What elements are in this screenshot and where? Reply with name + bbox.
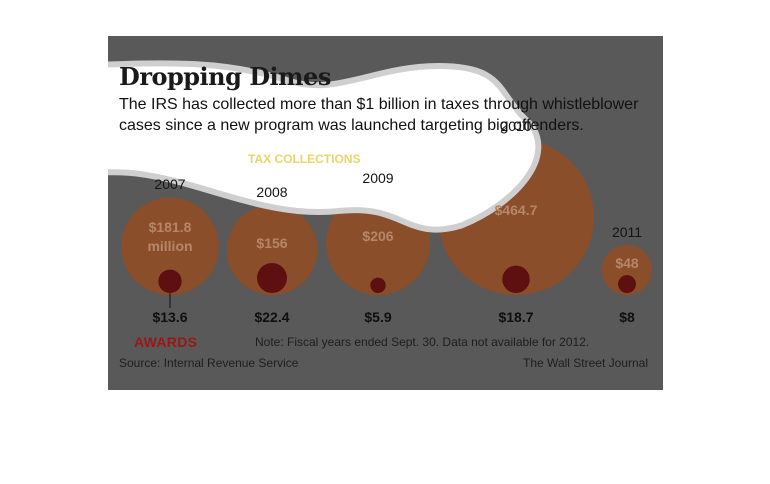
chart-credit: The Wall Street Journal [523, 356, 648, 370]
chart-source: Source: Internal Revenue Service [119, 356, 299, 370]
tax-value-label-2007: $181.8 [149, 219, 192, 235]
award-bubble-2011 [618, 275, 636, 293]
chart-title: Dropping Dimes [119, 62, 331, 91]
year-label-2009: 2009 [362, 170, 394, 187]
tax-bubble-2007 [121, 197, 219, 295]
award-value-label-2007: $13.6 [152, 309, 188, 325]
award-value-label-2009: $5.9 [364, 309, 392, 325]
award-bubble-2007 [158, 269, 182, 293]
chart-graphic: $181.8 million $156 $206 $464.7 $48 Dropping … [108, 36, 663, 390]
tax-value-label-2010: $464.7 [495, 202, 538, 218]
award-value-label-2011: $8 [619, 309, 635, 325]
tax-value-unit-label: million [147, 238, 192, 254]
chart-subtitle: The IRS has collected more than $1 billi… [119, 96, 639, 134]
tax-value-label-2009: $206 [362, 228, 393, 244]
chart-note: Note: Fiscal years ended Sept. 30. Data … [255, 335, 590, 349]
year-label-2007: 2007 [154, 176, 186, 193]
award-bubble-2008 [257, 263, 287, 293]
tax-value-labels: $181.8 million $156 $206 $464.7 $48 [147, 202, 638, 271]
awards-label: AWARDS [134, 334, 198, 350]
awards-series [158, 263, 636, 293]
award-bubble-2010 [502, 265, 530, 293]
award-bubble-2009 [370, 277, 386, 293]
tax-bubble-2008 [226, 204, 318, 295]
tax-value-label-2011: $48 [615, 255, 639, 271]
tax-collections-label: TAX COLLECTIONS [248, 152, 361, 166]
bubble-chart: $181.8 million $156 $206 $464.7 $48 [108, 60, 653, 308]
year-label-2008: 2008 [256, 183, 288, 200]
white-ribbon-banner [108, 60, 542, 233]
award-value-label-2008: $22.4 [254, 309, 290, 325]
award-value-label-2010: $18.7 [498, 309, 534, 325]
tax-bubble-2011 [601, 244, 653, 295]
year-label-2010: 2010 [500, 118, 532, 134]
year-label-2011: 2011 [611, 223, 643, 240]
tax-value-label-2008: $156 [256, 235, 287, 251]
